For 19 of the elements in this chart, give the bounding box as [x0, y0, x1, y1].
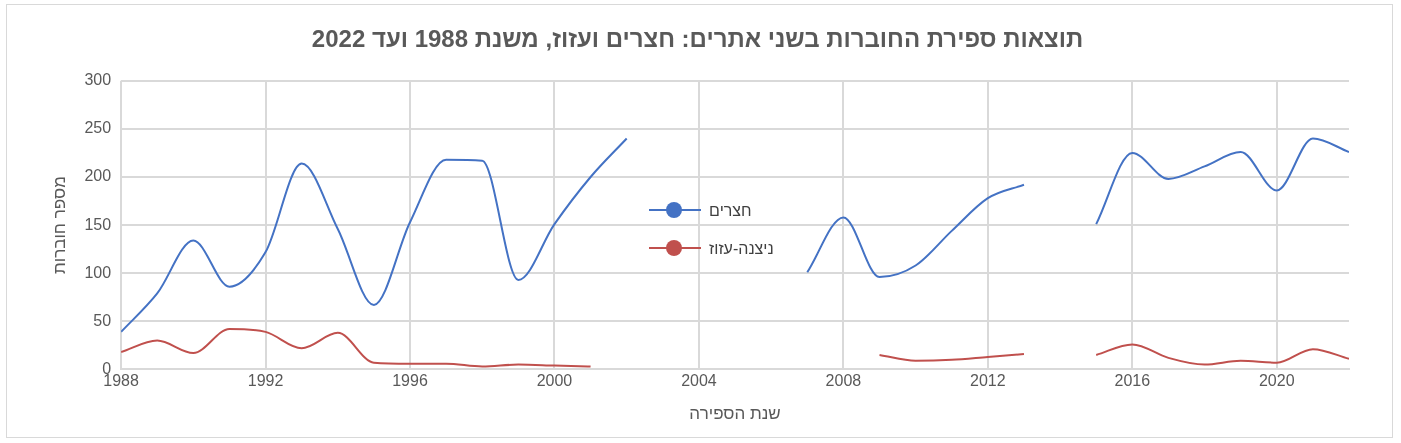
- y-tick-label: 150: [84, 215, 112, 233]
- x-axis-title: שנת הספירה: [689, 404, 781, 424]
- x-tick-label: 2000: [536, 372, 573, 390]
- y-tick-label: 100: [84, 263, 112, 281]
- x-tick-label: 2004: [681, 372, 717, 390]
- x-tick-label: 2020: [1258, 372, 1295, 390]
- x-tick-label: 2008: [825, 372, 862, 390]
- y-tick-label: 250: [84, 119, 112, 137]
- chart-title: תוצאות ספירת החוברות בשני אתרים: חצרים ועזוז, משנת 1988 ועד 2022: [311, 25, 1084, 53]
- legend-label: ניצנה-עזוז: [709, 238, 774, 259]
- x-tick-label: 1992: [247, 372, 284, 390]
- x-tick-label: 1996: [392, 372, 428, 390]
- y-tick-label: 50: [93, 311, 112, 329]
- x-tick-label: 2012: [970, 372, 1006, 390]
- y-axis-title: מספר חוברות: [49, 176, 69, 275]
- y-tick-label: 300: [84, 71, 112, 89]
- legend-label: חצרים: [709, 200, 752, 221]
- x-tick-label: 2016: [1114, 372, 1151, 390]
- y-tick-label: 200: [84, 167, 112, 185]
